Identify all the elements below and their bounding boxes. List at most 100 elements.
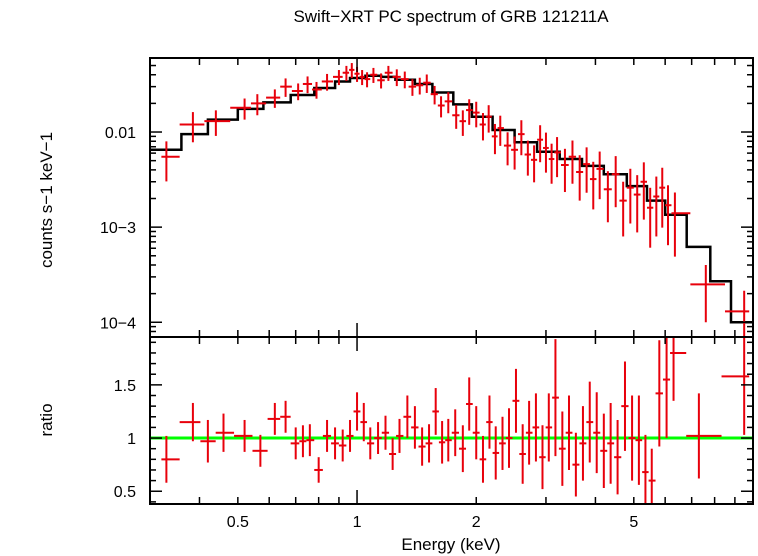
ratio-data-point <box>479 435 487 483</box>
ratio-data-point <box>331 427 339 460</box>
spectrum-data-series <box>161 63 750 337</box>
spectrum-data-point <box>408 79 417 96</box>
ratio-x-ticks: 0.5 1 2 5 <box>149 337 754 531</box>
ratio-data-point <box>438 421 446 464</box>
spectrum-data-point <box>266 89 281 108</box>
ratio-data-point <box>466 377 473 431</box>
ratio-x-tick-label: 5 <box>629 514 638 531</box>
ratio-data-point <box>686 393 722 479</box>
ratio-data-point <box>621 361 629 451</box>
ratio-data-point <box>360 402 368 442</box>
spectrum-data-point <box>596 151 604 200</box>
ratio-data-point <box>322 419 332 452</box>
spectrum-data-point <box>466 99 473 125</box>
spectrum-data-point <box>280 78 292 97</box>
ratio-data-point <box>655 340 663 447</box>
model-series <box>150 74 753 324</box>
ratio-data-point <box>662 337 671 439</box>
ratio-data-point <box>290 427 300 460</box>
ratio-data-point <box>389 438 397 470</box>
spectrum-data-point <box>530 145 538 183</box>
spectrum-data-point <box>472 101 480 128</box>
model-step-line <box>150 74 753 324</box>
spectrum-data-point <box>517 120 525 156</box>
spectrum-panel: 0.01 10−3 10−4 counts s−1 keV−1 <box>37 57 754 338</box>
spectrum-data-point <box>377 73 385 89</box>
ratio-data-point <box>486 395 493 449</box>
ratio-data-point <box>161 435 180 483</box>
spectrum-data-point <box>511 136 518 170</box>
spectrum-data-point <box>690 264 725 323</box>
ratio-data-point <box>512 368 520 433</box>
ratio-data-point <box>572 432 580 497</box>
spectrum-y-tick-label: 10−4 <box>100 315 136 332</box>
spectrum-data-point <box>179 112 205 143</box>
spectrum-data-point <box>312 81 322 99</box>
spectrum-data-point <box>302 76 313 94</box>
ratio-x-tick-label: 2 <box>472 514 481 531</box>
spectrum-data-point <box>626 168 634 224</box>
ratio-data-point <box>532 393 540 462</box>
spectrum-data-point <box>671 192 691 257</box>
spectrum-data-point <box>524 140 531 176</box>
spectrum-data-point <box>291 83 303 101</box>
spectrum-data-point <box>370 67 378 83</box>
spectrum-y-ticks: 0.01 10−3 10−4 <box>100 57 753 338</box>
ratio-data-point <box>545 393 553 462</box>
ratio-data-point <box>642 434 649 504</box>
spectrum-data-point <box>554 137 561 178</box>
ratio-data-point <box>459 425 467 473</box>
ratio-data-point <box>234 419 253 452</box>
ratio-data-point <box>472 406 480 460</box>
spectrum-data-point <box>611 156 620 208</box>
ratio-plot-frame <box>149 336 754 505</box>
ratio-x-tick-label: 0.5 <box>227 514 249 531</box>
spectrum-data-point <box>479 113 486 141</box>
spectrum-data-point <box>459 110 467 136</box>
ratio-data-point <box>505 408 513 468</box>
ratio-data-point <box>552 339 559 457</box>
ratio-data-point <box>519 424 526 484</box>
spectrum-data-point <box>332 70 343 86</box>
ratio-panel: 0.5 1 1.5 0.5 1 2 5 ratio Energy (keV) <box>37 336 754 554</box>
x-axis-label: Energy (keV) <box>401 535 500 554</box>
ratio-data-point <box>600 413 608 489</box>
ratio-data-point <box>252 434 268 467</box>
spectrum-data-point <box>430 85 438 105</box>
spectrum-data-point <box>633 175 641 233</box>
spectrum-data-point <box>640 162 648 220</box>
spectrum-data-point <box>497 115 504 146</box>
spectrum-data-point <box>364 72 371 88</box>
ratio-data-point <box>215 413 235 452</box>
ratio-data-point <box>648 448 656 504</box>
ratio-data-point <box>299 425 307 458</box>
spectrum-data-point <box>485 105 492 133</box>
spectrum-data-point <box>576 155 584 201</box>
ratio-data-point <box>492 426 500 480</box>
ratio-data-point <box>539 425 546 490</box>
spectrum-data-point <box>423 74 431 93</box>
spectrum-data-point <box>444 92 453 114</box>
ratio-x-tick-label: 1 <box>353 514 362 531</box>
ratio-data-point <box>381 415 390 450</box>
spectrum-y-axis-label: counts s−1 keV−1 <box>37 132 56 268</box>
ratio-y-ticks: 0.5 1 1.5 <box>114 341 753 503</box>
ratio-data-point <box>432 388 439 435</box>
ratio-data-point <box>445 418 452 462</box>
ratio-data-series <box>161 337 750 504</box>
spectrum-x-ticks <box>149 58 754 337</box>
ratio-data-point <box>635 395 643 485</box>
spectrum-data-point <box>161 141 180 182</box>
spectrum-data-point <box>537 125 544 163</box>
ratio-data-point <box>607 402 615 484</box>
spectrum-data-point <box>543 132 549 173</box>
ratio-data-point <box>565 395 573 470</box>
ratio-data-point <box>586 381 594 463</box>
spectrum-data-point <box>230 98 251 120</box>
ratio-data-point <box>670 337 687 401</box>
spectrum-data-point <box>349 63 355 79</box>
spectrum-data-point <box>665 185 672 246</box>
ratio-data-point <box>367 427 375 460</box>
spectrum-data-point <box>603 171 612 223</box>
